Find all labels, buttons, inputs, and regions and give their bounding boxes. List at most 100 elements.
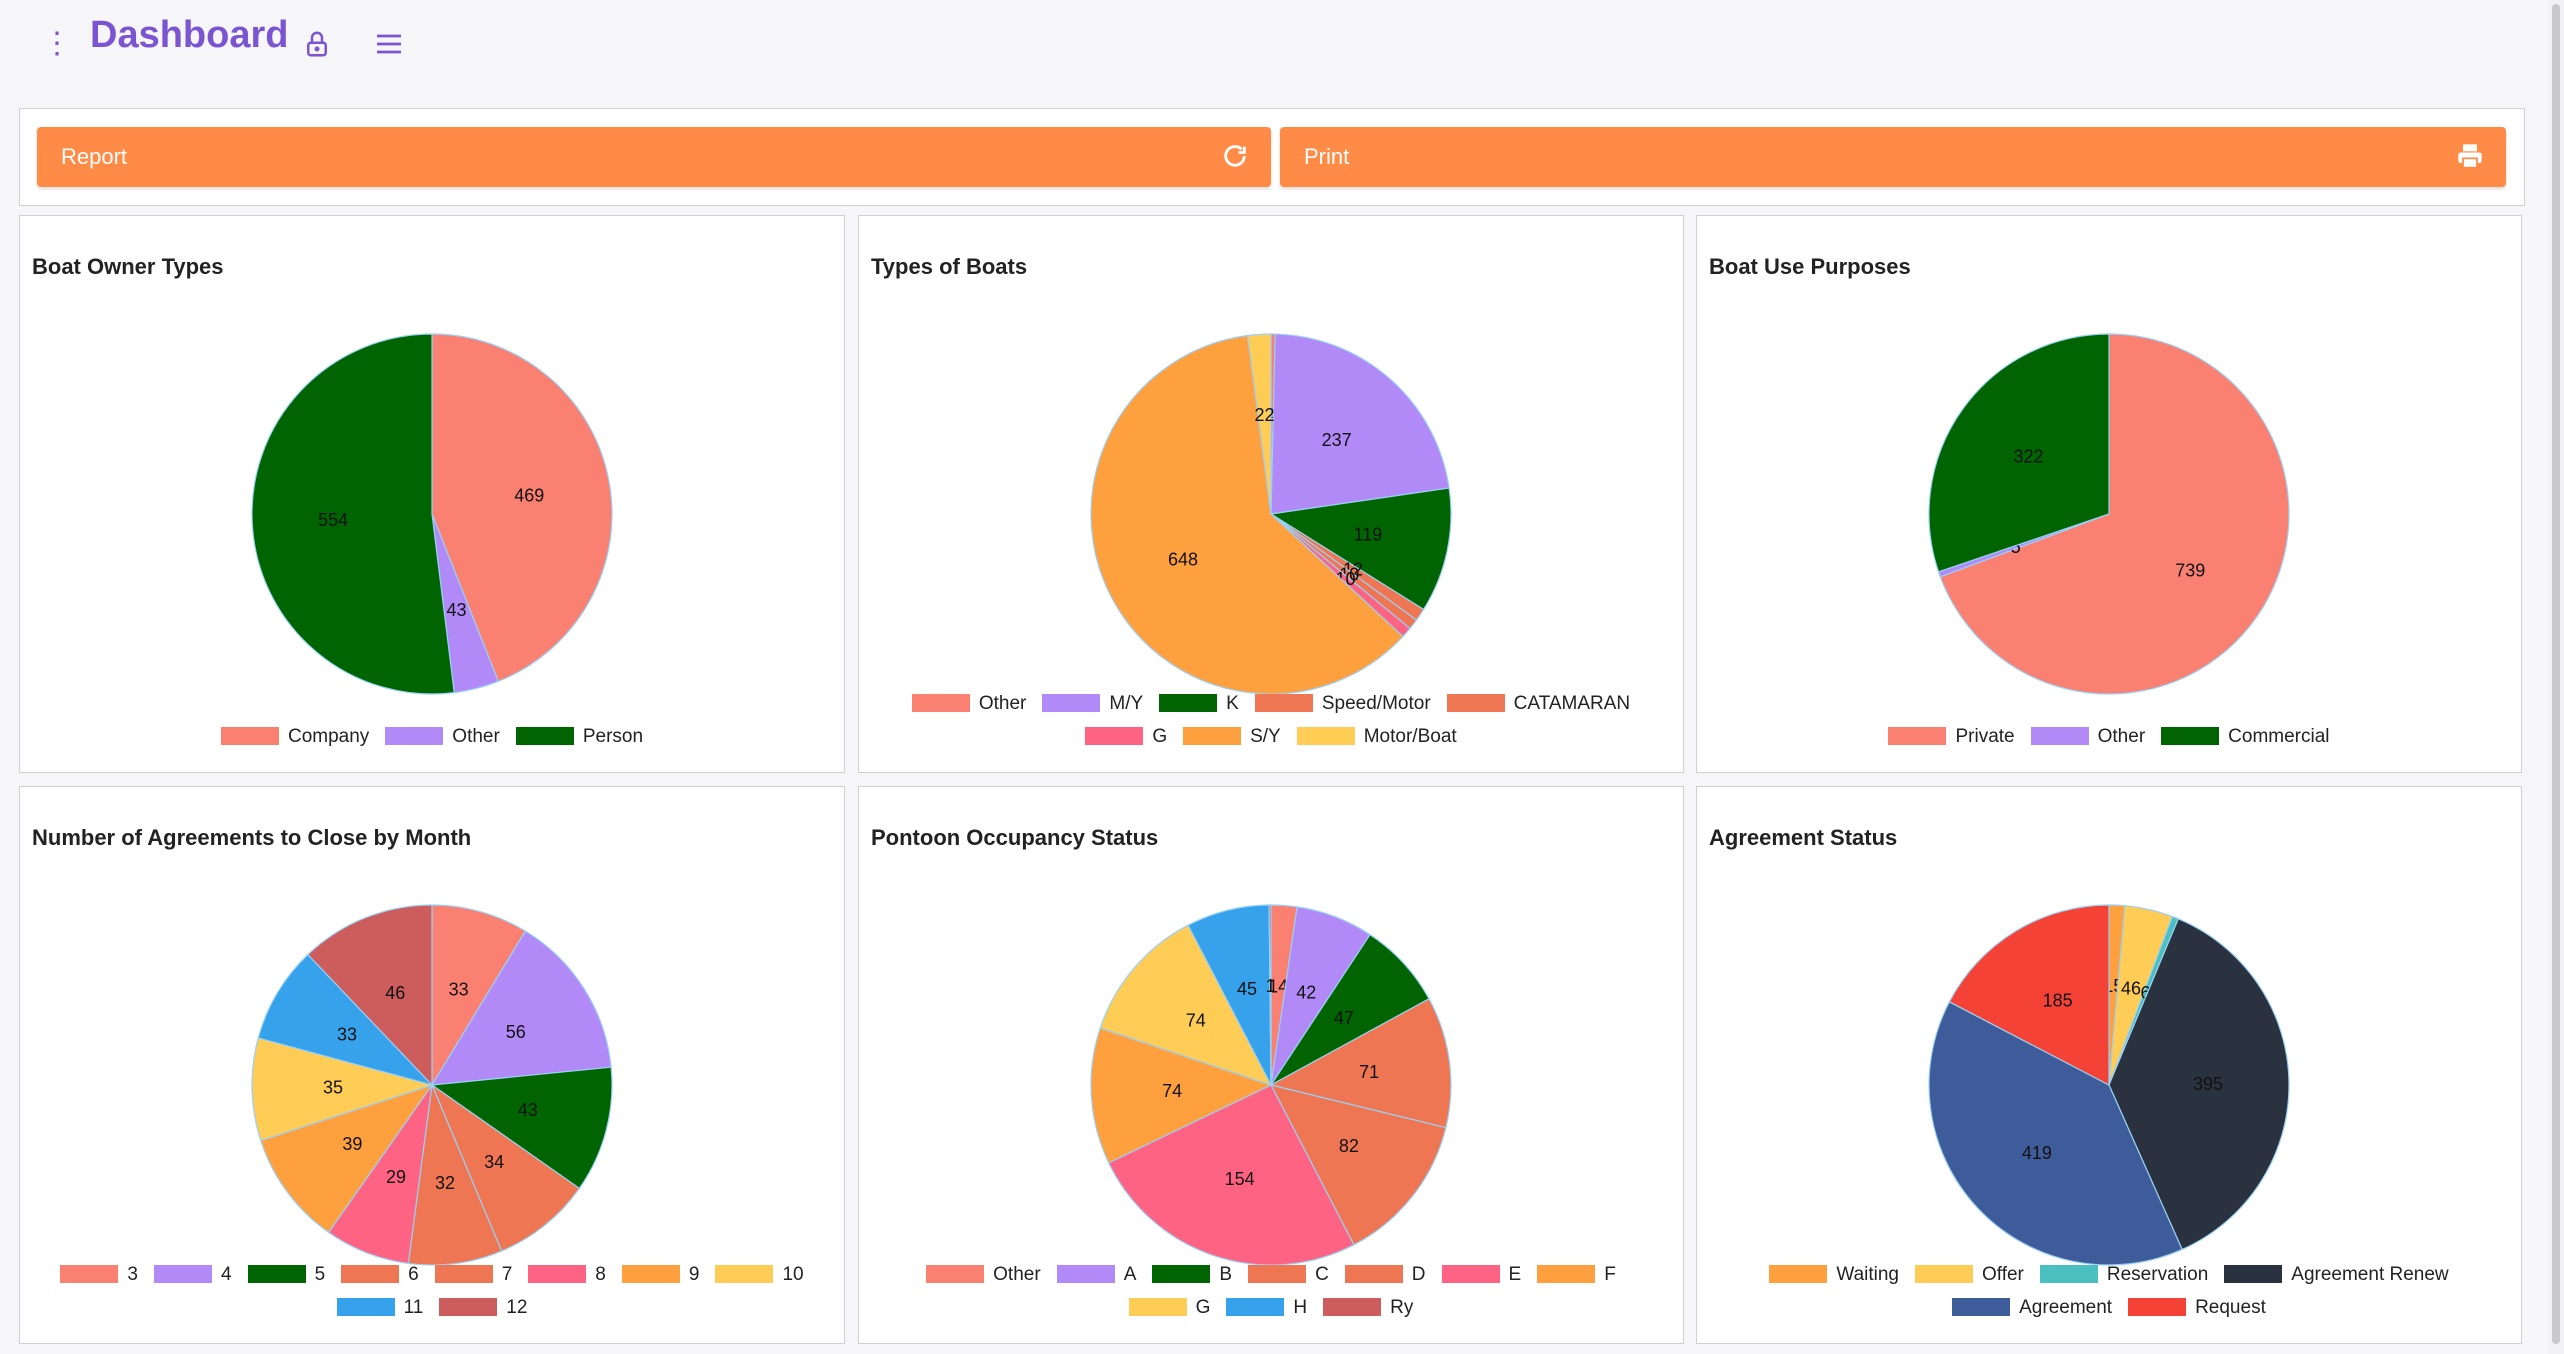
pie-data-label: 71	[1359, 1062, 1379, 1082]
legend-item[interactable]: 9	[621, 1264, 700, 1286]
pie-slice-11[interactable]	[257, 953, 434, 1087]
legend-label: 9	[688, 1264, 700, 1285]
legend-item[interactable]: A	[1056, 1264, 1136, 1286]
legend-item[interactable]: Commercial	[2161, 726, 2330, 748]
pie-slice-private[interactable]	[1939, 333, 2290, 695]
legend-label: F	[1604, 1264, 1616, 1285]
pie-data-label: 154	[1225, 1169, 1255, 1189]
legend-item[interactable]: 12	[439, 1297, 527, 1319]
chart-panel-boat-use-purposes: Boat Use Purposes 739 5 322 Private Other Co…	[1696, 215, 2522, 773]
kebab-menu-icon[interactable]: ⋮	[42, 27, 72, 60]
legend-label: Motor/Boat	[1363, 726, 1457, 747]
pie-slice-ry[interactable]	[1268, 904, 1272, 1086]
pie-slice-3[interactable]	[431, 904, 527, 1088]
legend-label: Agreement	[2019, 1297, 2113, 1318]
legend-item[interactable]: 5	[247, 1264, 325, 1286]
pie-slice-10[interactable]	[251, 1037, 435, 1142]
legend-item[interactable]: B	[1152, 1264, 1232, 1286]
legend-item[interactable]: D	[1344, 1264, 1426, 1286]
legend-item[interactable]: Person	[515, 726, 643, 748]
pie-slice-agreement-renew[interactable]	[2108, 918, 2290, 1251]
pie-slice-request[interactable]	[1948, 904, 2110, 1086]
pie-slice-d[interactable]	[1269, 1084, 1447, 1246]
legend-item[interactable]: Private	[1888, 726, 2015, 748]
pie-slice-9[interactable]	[260, 1083, 434, 1234]
pie-data-label: 33	[337, 1024, 357, 1044]
pie-slice-m-y[interactable]	[1270, 333, 1450, 515]
print-button-label: Print	[1304, 144, 1350, 169]
legend-swatch	[715, 1265, 774, 1283]
pie-data-label: 119	[1354, 524, 1383, 544]
legend-item[interactable]: Other	[911, 693, 1027, 715]
legend-item[interactable]: Motor/Boat	[1296, 726, 1457, 748]
chart-legend: G S/Y Motor/Boat	[859, 726, 1683, 748]
legend-item[interactable]: 8	[528, 1264, 606, 1286]
hamburger-menu-icon[interactable]	[372, 28, 406, 60]
legend-item[interactable]: 11	[336, 1297, 423, 1319]
pie-slice-f[interactable]	[1090, 1027, 1273, 1164]
pie-slice-7[interactable]	[407, 1082, 503, 1266]
legend-item[interactable]: Waiting	[1769, 1264, 1899, 1286]
chart-legend: Agreement Request	[1697, 1297, 2521, 1319]
legend-item[interactable]: Ry	[1323, 1297, 1413, 1319]
legend-label: Company	[287, 726, 370, 747]
pie-slice-commercial[interactable]	[1928, 333, 2110, 573]
legend-label: 7	[501, 1264, 513, 1285]
chart-panel-agreement-status: Agreement Status 15 46 6 395 419 185 Waiting O…	[1696, 786, 2522, 1344]
legend-item[interactable]: Offer	[1915, 1264, 2024, 1286]
legend-item[interactable]: Other	[385, 726, 500, 748]
pie-slice-motor-boat[interactable]	[1246, 333, 1272, 515]
legend-item[interactable]: 6	[341, 1264, 419, 1286]
pie-slice-agreement[interactable]	[1928, 1001, 2183, 1266]
legend-swatch	[1296, 727, 1355, 745]
pie-slice-5[interactable]	[430, 1066, 613, 1190]
scrollbar-thumb[interactable]	[2552, 4, 2560, 1344]
pie-data-label: 45	[1237, 979, 1257, 999]
legend-item[interactable]: 4	[153, 1264, 232, 1286]
pie-slice-s-y[interactable]	[1090, 334, 1404, 695]
pie-slice-g[interactable]	[1099, 924, 1273, 1087]
legend-item[interactable]: 10	[715, 1264, 804, 1286]
pie-slice-4[interactable]	[430, 930, 612, 1086]
legend-item[interactable]: Request	[2128, 1297, 2266, 1319]
legend-label: G	[1152, 726, 1168, 747]
lock-icon[interactable]	[302, 28, 332, 60]
legend-item[interactable]: Company	[220, 726, 370, 748]
legend-item[interactable]: K	[1159, 693, 1239, 715]
legend-item[interactable]: Agreement	[1952, 1297, 2112, 1319]
legend-item[interactable]: Speed/Motor	[1254, 693, 1431, 715]
pie-slice-company[interactable]	[431, 333, 613, 683]
legend-swatch	[1915, 1265, 1973, 1283]
legend-item[interactable]: CATAMARAN	[1446, 693, 1630, 715]
pie-slice-e[interactable]	[1107, 1084, 1355, 1266]
action-bar: Report Print	[19, 108, 2525, 206]
pie-data-label: 739	[2175, 560, 2205, 580]
legend-item[interactable]: 7	[434, 1264, 513, 1286]
pie-slice-6[interactable]	[430, 1083, 581, 1252]
legend-item[interactable]: S/Y	[1183, 726, 1281, 748]
pie-slice-k[interactable]	[1269, 487, 1452, 611]
legend-item[interactable]: Reservation	[2039, 1264, 2208, 1286]
legend-item[interactable]: G	[1085, 726, 1167, 748]
pie-chart-boat-owner-types: 469 43 554	[251, 333, 613, 695]
legend-item[interactable]: E	[1441, 1264, 1521, 1286]
legend-swatch	[1537, 1265, 1596, 1283]
legend-item[interactable]: G	[1128, 1297, 1210, 1319]
print-button[interactable]: Print	[1280, 127, 2506, 187]
legend-item[interactable]: 3	[60, 1264, 138, 1286]
legend-item[interactable]: Agreement Renew	[2224, 1264, 2449, 1286]
legend-label: 10	[782, 1264, 804, 1285]
legend-item[interactable]: Other	[2030, 726, 2145, 748]
legend-item[interactable]: C	[1248, 1264, 1329, 1286]
scrollbar[interactable]	[2548, 0, 2564, 1354]
legend-item[interactable]: M/Y	[1042, 693, 1143, 715]
legend-item[interactable]: F	[1537, 1264, 1616, 1286]
legend-item[interactable]: Other	[926, 1264, 1041, 1286]
legend-item[interactable]: H	[1226, 1297, 1307, 1319]
pie-slice-person[interactable]	[251, 333, 455, 695]
legend-swatch	[621, 1265, 680, 1283]
pie-slice-12[interactable]	[307, 904, 433, 1087]
chart-legend: 11 12	[20, 1297, 844, 1319]
legend-label: Other	[978, 693, 1027, 714]
report-button[interactable]: Report	[37, 127, 1271, 187]
